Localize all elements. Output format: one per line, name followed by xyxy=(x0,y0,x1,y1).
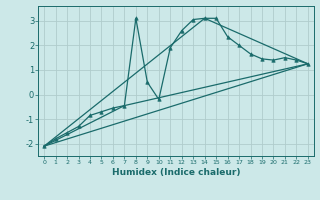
X-axis label: Humidex (Indice chaleur): Humidex (Indice chaleur) xyxy=(112,168,240,177)
